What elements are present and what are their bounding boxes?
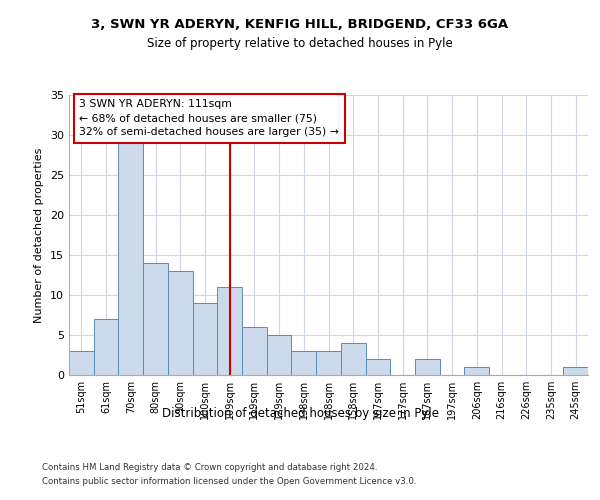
Bar [365, 359, 390, 375]
Text: 3, SWN YR ADERYN, KENFIG HILL, BRIDGEND, CF33 6GA: 3, SWN YR ADERYN, KENFIG HILL, BRIDGEND,… [91, 18, 509, 30]
Bar [415, 359, 440, 375]
Bar [267, 335, 292, 375]
Bar [464, 367, 489, 375]
Text: Contains public sector information licensed under the Open Government Licence v3: Contains public sector information licen… [42, 478, 416, 486]
Bar [242, 327, 267, 375]
Bar [292, 351, 316, 375]
Bar [316, 351, 341, 375]
Bar [94, 319, 118, 375]
Bar [118, 143, 143, 375]
Bar [168, 271, 193, 375]
Bar [143, 263, 168, 375]
Y-axis label: Number of detached properties: Number of detached properties [34, 148, 44, 322]
Bar [563, 367, 588, 375]
Bar [341, 343, 365, 375]
Text: 3 SWN YR ADERYN: 111sqm
← 68% of detached houses are smaller (75)
32% of semi-de: 3 SWN YR ADERYN: 111sqm ← 68% of detache… [79, 99, 339, 137]
Text: Contains HM Land Registry data © Crown copyright and database right 2024.: Contains HM Land Registry data © Crown c… [42, 462, 377, 471]
Bar [217, 287, 242, 375]
Bar [193, 303, 217, 375]
Text: Size of property relative to detached houses in Pyle: Size of property relative to detached ho… [147, 38, 453, 51]
Bar [69, 351, 94, 375]
Text: Distribution of detached houses by size in Pyle: Distribution of detached houses by size … [161, 408, 439, 420]
